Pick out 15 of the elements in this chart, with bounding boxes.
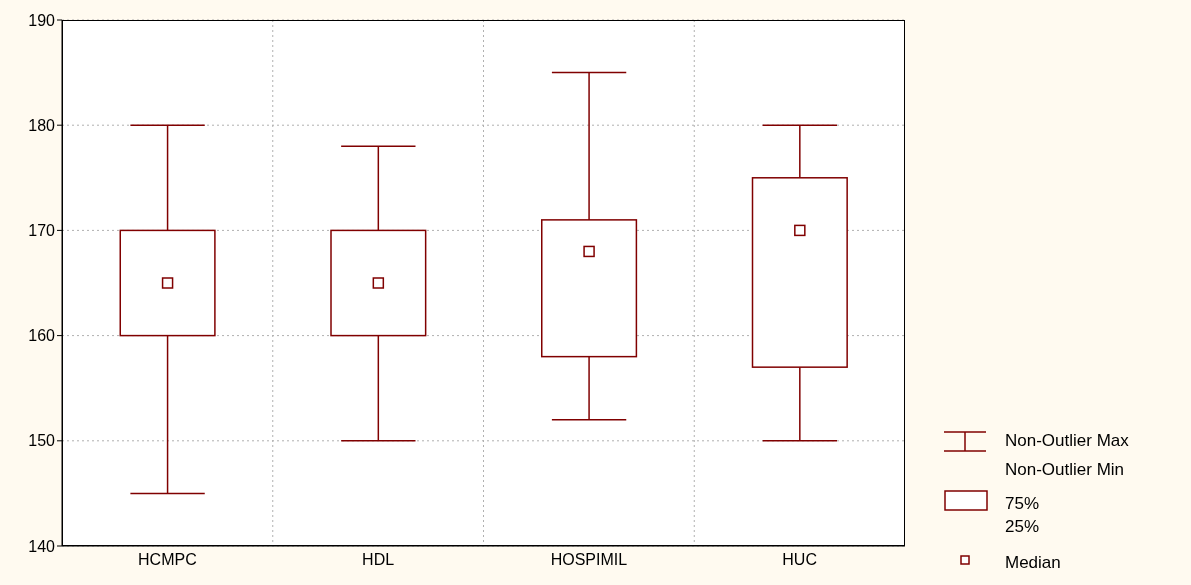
y-tick-label: 170 <box>28 222 56 240</box>
y-tick-label: 190 <box>28 11 56 29</box>
text: Median <box>1005 553 1061 573</box>
x-tick-label: HCMPC <box>138 551 197 569</box>
x-tick-label: HOSPIMIL <box>550 551 628 569</box>
text: Non-Outlier Min <box>1005 460 1125 480</box>
text: 25% <box>1005 517 1040 537</box>
text: 75% <box>1005 494 1040 514</box>
x-tick-label: HUC <box>782 551 817 569</box>
y-tick-label: 180 <box>28 116 56 134</box>
text: Non-Outlier Max <box>1005 431 1129 451</box>
y-tick-label: 160 <box>28 327 56 345</box>
x-tick-label: HDL <box>362 551 395 569</box>
y-tick-label: 150 <box>28 432 56 450</box>
y-tick-label: 140 <box>28 537 56 555</box>
